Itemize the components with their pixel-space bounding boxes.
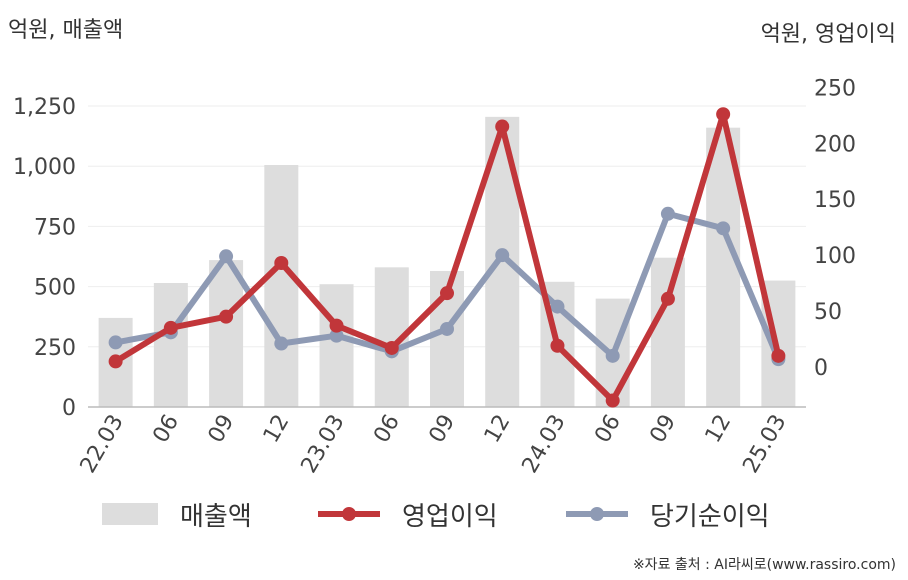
legend-item-net-income: 당기순이익 (566, 494, 770, 534)
x-tick-label: 12 (701, 411, 737, 448)
right-tick-label: 250 (814, 76, 856, 101)
marker-operating-profit (384, 340, 399, 355)
legend-label-net-income: 당기순이익 (650, 501, 770, 532)
marker-operating-profit (550, 338, 565, 353)
marker-net-income (274, 336, 289, 351)
marker-net-income (108, 335, 123, 350)
x-tick-label: 09 (425, 411, 461, 448)
bar-revenue (153, 282, 188, 407)
x-tick-label: 06 (148, 411, 184, 448)
right-axis-unit: 억원, 영업이익 (760, 22, 896, 47)
bar-revenue (650, 257, 685, 407)
chart-legend: 매출액 영업이익 당기순이익 (0, 494, 908, 534)
x-tick-label: 12 (259, 411, 295, 448)
right-tick-label: 0 (814, 356, 828, 381)
x-tick-label: 23.03 (297, 411, 350, 478)
x-tick-label: 12 (480, 411, 516, 448)
x-tick-label: 06 (369, 411, 405, 448)
marker-net-income (219, 249, 234, 264)
marker-operating-profit (274, 255, 289, 270)
x-tick-label: 09 (204, 411, 240, 448)
x-tick-label: 24.03 (518, 411, 571, 478)
bar-revenue (264, 164, 299, 407)
marker-net-income (605, 348, 620, 363)
marker-operating-profit (440, 286, 454, 301)
marker-operating-profit (605, 393, 620, 408)
left-tick-label: 1,000 (13, 155, 76, 180)
marker-operating-profit (771, 348, 786, 363)
marker-operating-profit (660, 291, 675, 306)
left-tick-label: 500 (34, 276, 76, 301)
marker-operating-profit (108, 354, 123, 369)
legend-swatch-net-income (566, 503, 628, 525)
legend-swatch-revenue (102, 503, 158, 525)
marker-net-income (440, 321, 454, 336)
left-tick-label: 250 (34, 336, 76, 361)
legend-label-operating-profit: 영업이익 (402, 501, 498, 532)
left-axis-unit: 억원, 매출액 (8, 18, 124, 43)
marker-net-income (716, 221, 731, 236)
left-tick-label: 750 (34, 215, 76, 240)
x-tick-label: 22.03 (76, 411, 129, 478)
legend-item-revenue: 매출액 (102, 494, 252, 534)
legend-swatch-operating-profit (318, 503, 380, 525)
marker-operating-profit (163, 320, 178, 335)
bar-revenue (319, 284, 354, 407)
left-tick-label: 0 (62, 396, 76, 421)
x-tick-label: 06 (590, 411, 626, 448)
marker-net-income (660, 206, 675, 221)
combo-chart: 0 250 500 750 1,000 1,250 0 50 100 150 200 250 22.03… (13, 76, 856, 478)
marker-operating-profit (329, 318, 344, 333)
left-tick-label: 1,250 (13, 95, 76, 120)
right-tick-label: 150 (814, 188, 856, 213)
marker-net-income (550, 299, 565, 314)
marker-operating-profit (219, 309, 234, 324)
data-source: ※자료 출처 : AI라씨로(www.rassiro.com) (632, 557, 896, 573)
right-tick-label: 100 (814, 244, 856, 269)
right-tick-label: 200 (814, 132, 856, 157)
marker-net-income (495, 248, 510, 263)
marker-operating-profit (495, 119, 510, 134)
bar-revenue (209, 260, 244, 407)
marker-operating-profit (716, 107, 731, 122)
marker-net-income (329, 328, 344, 343)
x-tick-label: 25.03 (738, 411, 791, 478)
right-tick-label: 50 (814, 300, 842, 325)
x-tick-label: 09 (645, 411, 681, 448)
legend-item-operating-profit: 영업이익 (318, 494, 498, 534)
legend-label-revenue: 매출액 (180, 501, 252, 532)
